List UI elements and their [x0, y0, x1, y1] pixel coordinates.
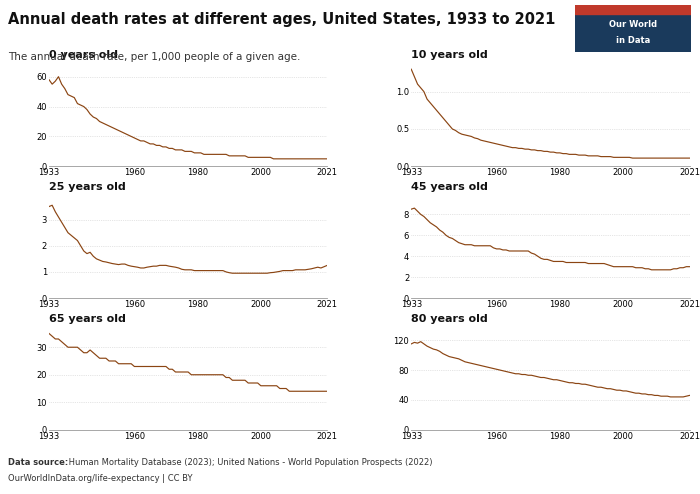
- Text: 0 years old: 0 years old: [49, 50, 118, 60]
- Text: 45 years old: 45 years old: [412, 182, 488, 192]
- Text: 80 years old: 80 years old: [412, 314, 488, 324]
- Text: Our World: Our World: [609, 20, 657, 29]
- Text: The annual death rate, per 1,000 people of a given age.: The annual death rate, per 1,000 people …: [8, 52, 301, 62]
- Text: 10 years old: 10 years old: [412, 50, 488, 60]
- Text: OurWorldInData.org/life-expectancy | CC BY: OurWorldInData.org/life-expectancy | CC …: [8, 474, 193, 483]
- Text: 65 years old: 65 years old: [49, 314, 126, 324]
- Text: Human Mortality Database (2023); United Nations - World Population Prospects (20: Human Mortality Database (2023); United …: [66, 458, 433, 467]
- Bar: [575, 5, 691, 14]
- Text: 25 years old: 25 years old: [49, 182, 126, 192]
- Text: Data source:: Data source:: [8, 458, 69, 467]
- Text: Annual death rates at different ages, United States, 1933 to 2021: Annual death rates at different ages, Un…: [8, 12, 556, 27]
- Text: in Data: in Data: [616, 36, 650, 44]
